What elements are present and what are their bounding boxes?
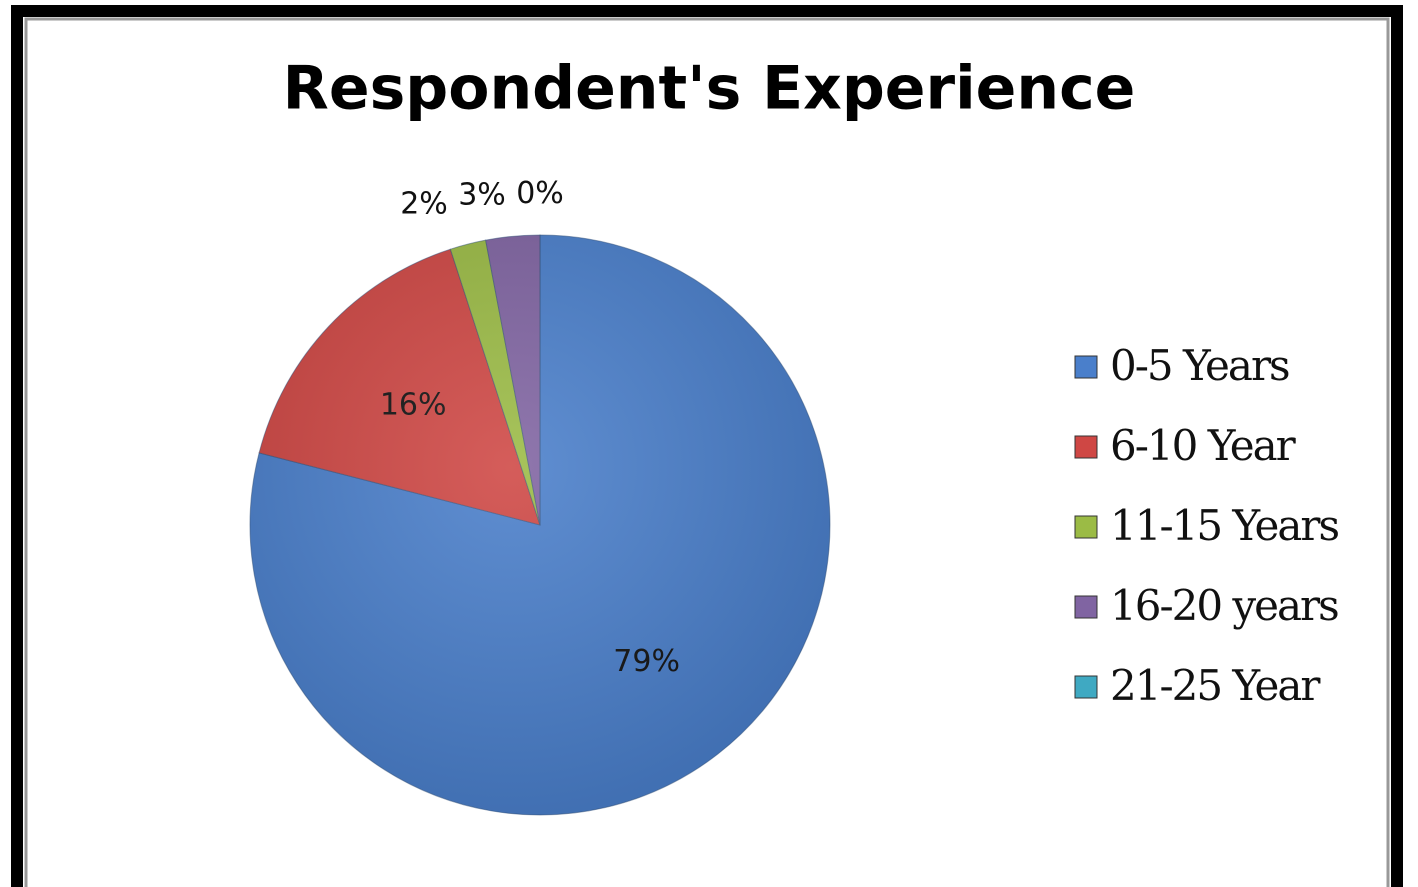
frame bbox=[11, 5, 1403, 887]
inner-frame bbox=[24, 17, 1390, 887]
legend-label: 21-25 Year bbox=[1110, 661, 1321, 710]
legend-swatch bbox=[1074, 515, 1098, 539]
legend-label: 16-20 years bbox=[1110, 581, 1338, 630]
legend-label: 11-15 Years bbox=[1110, 501, 1338, 550]
data-label: 3% bbox=[458, 177, 506, 212]
data-label: 79% bbox=[613, 644, 680, 679]
data-label: 2% bbox=[400, 186, 448, 221]
data-label: 16% bbox=[380, 387, 447, 422]
legend-swatch bbox=[1074, 435, 1098, 459]
chart-title: Respondent's Experience bbox=[283, 54, 1136, 124]
legend-swatch bbox=[1074, 675, 1098, 699]
legend-label: 0-5 Years bbox=[1110, 341, 1289, 390]
data-label: 0% bbox=[516, 176, 564, 211]
legend-label: 6-10 Year bbox=[1110, 421, 1297, 470]
legend-swatch bbox=[1074, 355, 1098, 379]
legend-swatch bbox=[1074, 595, 1098, 619]
